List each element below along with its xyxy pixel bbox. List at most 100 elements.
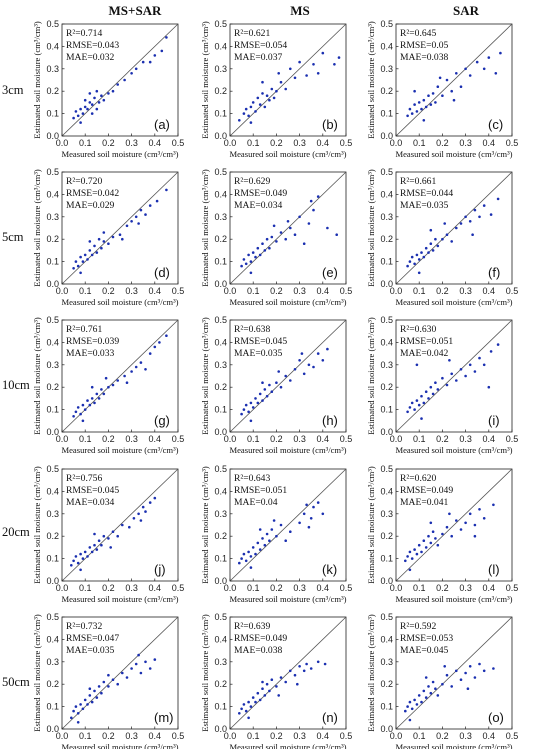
panel-label: (h) <box>322 413 338 428</box>
data-point <box>279 231 283 234</box>
data-point <box>408 718 412 722</box>
y-tick-label: 0.3 <box>46 64 59 74</box>
stat-label: R²=0.761 <box>66 324 102 335</box>
x-tick-label: 0.2 <box>436 731 449 741</box>
data-point <box>100 543 103 547</box>
data-point <box>445 233 449 236</box>
stat-label: R²=0.629 <box>234 176 270 187</box>
data-point <box>316 660 320 664</box>
data-point <box>121 237 124 241</box>
data-point <box>244 559 248 563</box>
x-tick-label: 0.3 <box>459 583 472 593</box>
x-tick-label: 0.0 <box>390 434 403 444</box>
data-point <box>74 555 78 558</box>
panel-label: (g) <box>154 413 170 428</box>
data-point <box>406 114 409 118</box>
plot-frame <box>229 616 347 730</box>
data-point <box>256 246 260 250</box>
data-point <box>88 240 92 243</box>
data-point <box>420 394 423 398</box>
data-point <box>256 96 260 100</box>
data-point <box>333 63 336 66</box>
data-point <box>459 85 463 88</box>
data-point <box>422 689 426 693</box>
x-tick-label: 0.3 <box>293 286 306 296</box>
y-tick-label: 0.1 <box>214 257 227 267</box>
data-point <box>415 110 419 113</box>
data-point <box>116 379 119 382</box>
data-point <box>464 215 467 219</box>
y-tick-label: 0.2 <box>214 531 227 541</box>
data-point <box>270 678 274 681</box>
data-point <box>90 253 94 257</box>
data-point <box>307 363 311 367</box>
data-point <box>464 374 467 378</box>
data-point <box>417 403 421 407</box>
y-axis-label: Estimated soil moisture (cm³/cm³) <box>366 169 376 287</box>
x-tick-label: 0.5 <box>340 286 353 296</box>
data-point <box>165 36 168 39</box>
data-point <box>261 399 264 402</box>
one-to-one-line <box>395 319 513 433</box>
x-tick-label: 0.3 <box>293 731 306 741</box>
data-point <box>153 658 157 661</box>
data-point <box>415 399 419 402</box>
y-tick-label: 0.4 <box>214 337 227 347</box>
y-tick-label: 0.1 <box>46 554 59 564</box>
panel-label: (n) <box>322 710 338 725</box>
y-axis-label: Estimated soil moisture (cm³/cm³) <box>366 466 376 584</box>
data-point <box>139 361 143 364</box>
x-tick-label: 0.2 <box>270 583 283 593</box>
panel-label: (k) <box>322 562 337 577</box>
x-tick-label: 0.2 <box>102 583 115 593</box>
data-point <box>116 682 119 686</box>
data-point <box>83 98 87 102</box>
data-point <box>244 262 248 266</box>
data-point <box>275 89 278 93</box>
data-point <box>424 696 428 699</box>
data-point <box>459 368 463 371</box>
data-point <box>148 204 152 207</box>
data-point <box>107 242 110 245</box>
x-axis-label: Measured soil moisture (cm³/cm³) <box>395 594 512 604</box>
plot-frame <box>395 616 513 730</box>
data-point <box>74 705 78 708</box>
data-point <box>452 98 456 102</box>
data-point <box>478 215 481 219</box>
data-point <box>417 543 421 547</box>
data-point <box>93 532 96 536</box>
x-axis-label: Measured soil moisture (cm³/cm³) <box>395 445 512 455</box>
data-point <box>95 89 99 93</box>
stat-label: R²=0.639 <box>234 621 270 632</box>
x-axis-label: Measured soil moisture (cm³/cm³) <box>61 297 178 307</box>
data-point <box>441 94 444 97</box>
panel-label: (i) <box>488 413 500 428</box>
x-axis-label: Measured soil moisture (cm³/cm³) <box>395 742 512 749</box>
data-point <box>289 226 292 230</box>
y-tick-label: 0.0 <box>380 576 393 586</box>
x-tick-label: 0.2 <box>102 731 115 741</box>
data-point <box>473 523 477 527</box>
data-point <box>406 410 409 414</box>
data-point <box>445 525 449 529</box>
x-tick-label: 0.3 <box>125 138 138 148</box>
y-tick-label: 0.3 <box>380 509 393 519</box>
panel-d: 0.0 0.1 0.2 0.3 0.4 0.5 0.0 0.1 0.2 0.3 0.4 0.5 R²=0… <box>32 167 184 307</box>
y-tick-label: 0.3 <box>46 657 59 667</box>
data-point <box>141 505 145 509</box>
data-point <box>132 517 136 520</box>
stat-label: MAE=0.042 <box>400 348 449 359</box>
data-point <box>473 208 477 212</box>
data-point <box>410 255 414 259</box>
data-point <box>431 392 435 396</box>
data-point <box>125 224 129 228</box>
stat-label: MAE=0.038 <box>234 645 283 656</box>
y-tick-label: 0.1 <box>214 702 227 712</box>
data-point <box>431 249 435 252</box>
data-point <box>431 530 435 533</box>
data-point <box>111 530 115 533</box>
x-tick-label: 0.5 <box>172 286 185 296</box>
x-tick-label: 0.2 <box>270 286 283 296</box>
y-tick-label: 0.4 <box>214 41 227 51</box>
data-point <box>468 665 472 668</box>
